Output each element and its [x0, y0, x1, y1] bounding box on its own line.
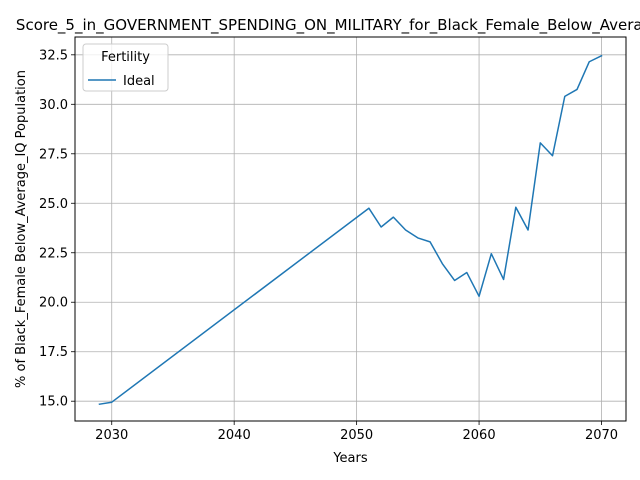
plot-frame — [74, 36, 627, 422]
x-tick-label: 2030 — [95, 428, 128, 443]
y-axis-label: % of Black_Female Below_Average_IQ Popul… — [14, 70, 29, 388]
chart-title: Score_5_in_GOVERNMENT_SPENDING_ON_MILITA… — [16, 16, 640, 35]
grid — [75, 37, 626, 421]
series-line-ideal — [98, 54, 603, 406]
y-tick-label: 27.5 — [39, 147, 68, 162]
y-tick-label: 15.0 — [39, 395, 68, 410]
y-tick-label: 22.5 — [39, 246, 68, 261]
ticks: 2030 2040 2050 2060 2070 15.0 17.5 20.0 22.5 25.0… — [39, 48, 618, 443]
y-tick-label: 20.0 — [39, 296, 68, 311]
x-tick-label: 2040 — [218, 428, 251, 443]
x-tick-label: 2060 — [463, 428, 496, 443]
legend-title: Fertility — [101, 50, 150, 65]
legend: Fertility Ideal — [82, 43, 169, 92]
x-tick-label: 2070 — [585, 428, 618, 443]
series-layer — [98, 54, 603, 406]
legend-entry-ideal: Ideal — [123, 74, 155, 89]
y-tick-label: 32.5 — [39, 48, 68, 63]
x-axis-label: Years — [332, 451, 368, 466]
y-tick-label: 25.0 — [39, 197, 68, 212]
y-tick-label: 17.5 — [39, 345, 68, 360]
y-tick-label: 30.0 — [39, 98, 68, 113]
x-tick-label: 2050 — [340, 428, 373, 443]
